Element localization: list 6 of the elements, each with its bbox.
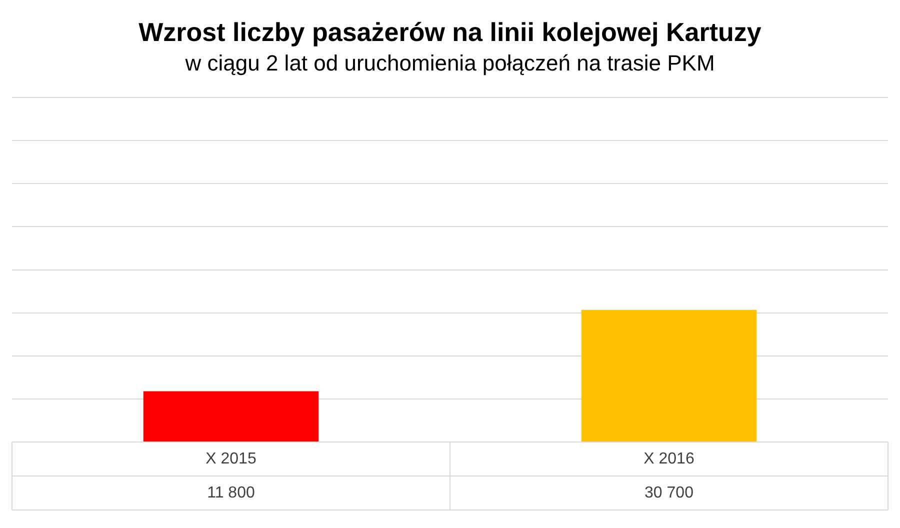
x-tick-label: X 2015 — [206, 450, 256, 468]
x-tick-label: X 2016 — [644, 450, 694, 468]
chart-subtitle: w ciągu 2 lat od uruchomienia połączeń na trasie PKM — [184, 50, 715, 76]
data-label: 11 800 — [207, 484, 255, 502]
chart-title: Wzrost liczby pasażerów na linii kolejowej Kartuzy — [138, 16, 762, 47]
data-label: 30 700 — [644, 484, 694, 502]
